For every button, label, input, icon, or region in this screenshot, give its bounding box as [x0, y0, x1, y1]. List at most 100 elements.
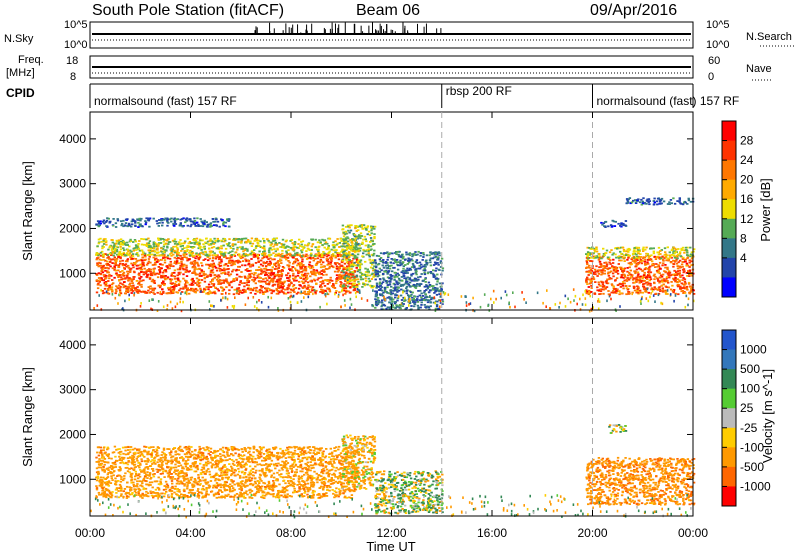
data-cell	[608, 277, 611, 279]
data-cell	[260, 268, 263, 271]
data-cell	[135, 280, 139, 282]
data-cell	[163, 284, 166, 286]
data-cell	[425, 254, 429, 257]
data-cell	[402, 283, 406, 286]
data-cell	[363, 284, 366, 287]
data-cell	[345, 267, 348, 270]
data-cell	[135, 245, 138, 248]
data-cell	[408, 277, 412, 280]
data-cell	[681, 279, 684, 281]
data-cell	[172, 218, 176, 221]
data-cell	[239, 256, 243, 258]
data-cell	[142, 243, 146, 246]
data-cell	[194, 257, 197, 260]
data-cell	[166, 254, 170, 257]
data-cell	[230, 254, 234, 256]
data-cell	[272, 245, 275, 248]
data-cell	[320, 286, 323, 288]
data-cell	[594, 273, 597, 276]
data-cell	[633, 270, 636, 273]
data-cell	[302, 264, 305, 266]
data-cell	[348, 231, 351, 234]
noise-cell	[468, 303, 470, 306]
data-cell	[127, 250, 130, 253]
data-cell	[285, 258, 288, 261]
data-cell	[396, 281, 400, 284]
data-cell	[350, 241, 354, 244]
data-cell	[163, 243, 166, 246]
data-cell	[101, 292, 105, 295]
data-cell	[343, 268, 347, 270]
data-cell	[273, 248, 276, 250]
data-cell	[350, 224, 353, 227]
data-cell	[666, 266, 669, 269]
data-cell	[214, 240, 217, 242]
data-cell	[144, 252, 147, 255]
data-cell	[336, 267, 339, 270]
data-cell	[224, 263, 228, 266]
data-cell	[106, 260, 109, 263]
data-cell	[626, 254, 630, 257]
data-cell	[658, 272, 661, 275]
data-cell	[393, 266, 396, 269]
data-cell	[685, 272, 688, 274]
data-cell	[198, 272, 202, 275]
data-cell	[104, 241, 108, 244]
data-cell	[420, 266, 423, 269]
data-cell	[633, 261, 636, 264]
data-cell	[592, 252, 595, 255]
data-cell	[245, 281, 249, 284]
data-cell	[212, 283, 216, 285]
data-cell	[355, 230, 358, 232]
data-cell	[133, 271, 136, 274]
data-cell	[276, 248, 279, 251]
data-cell	[355, 250, 358, 253]
data-cell	[185, 219, 189, 222]
data-cell	[408, 252, 412, 254]
data-cell	[400, 256, 403, 259]
data-cell	[376, 273, 379, 275]
data-cell	[375, 254, 379, 257]
data-cell	[661, 273, 665, 276]
data-cell	[100, 240, 103, 243]
data-cell	[301, 245, 304, 248]
data-cell	[407, 269, 411, 271]
data-cell	[636, 290, 639, 292]
data-cell	[642, 197, 645, 200]
data-cell	[663, 270, 666, 272]
data-cell	[345, 232, 348, 235]
data-cell	[213, 290, 216, 293]
data-cell	[263, 240, 266, 242]
data-cell	[217, 277, 220, 279]
data-cell	[317, 250, 320, 253]
data-cell	[373, 249, 376, 252]
data-cell	[678, 259, 682, 262]
data-cell	[225, 243, 229, 245]
data-cell	[615, 290, 618, 292]
data-cell	[675, 271, 678, 274]
data-cell	[227, 252, 230, 255]
data-cell	[675, 258, 678, 261]
data-cell	[178, 280, 182, 283]
data-cell	[395, 251, 398, 253]
data-cell	[688, 266, 691, 268]
data-cell	[222, 288, 226, 291]
data-cell	[627, 262, 630, 265]
data-cell	[328, 267, 331, 270]
data-cell	[246, 270, 249, 272]
data-cell	[667, 274, 670, 276]
data-cell	[609, 263, 612, 265]
data-cell	[320, 255, 324, 257]
data-cell	[181, 256, 184, 259]
data-cell	[432, 301, 436, 304]
data-cell	[346, 242, 350, 245]
data-cell	[361, 241, 364, 244]
data-cell	[634, 272, 637, 275]
data-cell	[190, 289, 193, 292]
data-cell	[322, 251, 325, 253]
data-cell	[359, 278, 363, 281]
data-cell	[590, 291, 593, 293]
data-cell	[164, 275, 167, 277]
data-cell	[379, 284, 382, 287]
data-cell	[233, 255, 237, 257]
